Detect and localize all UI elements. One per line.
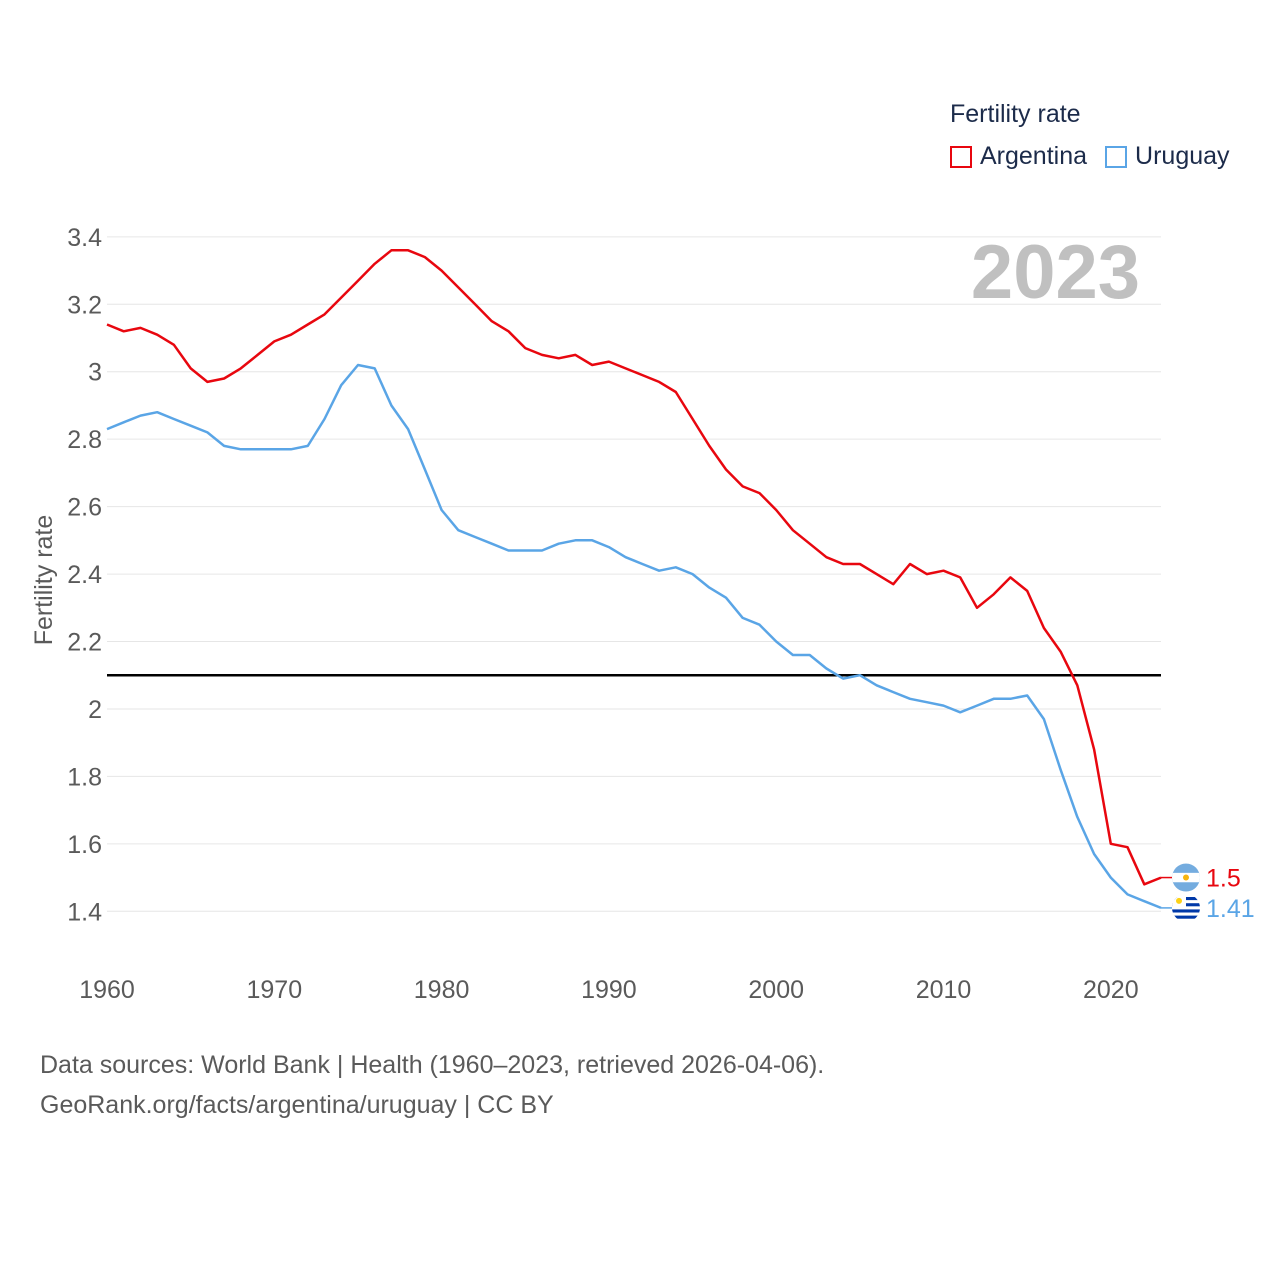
source-line-1: Data sources: World Bank | Health (1960–… xyxy=(40,1051,825,1079)
y-tick-label: 1.8 xyxy=(67,763,102,791)
x-tick-label: 2000 xyxy=(748,976,804,1004)
uruguay-flag-icon xyxy=(1172,893,1200,922)
x-tick-label: 1960 xyxy=(79,976,135,1004)
y-tick-label: 2.6 xyxy=(67,494,102,522)
y-tick-label: 1.4 xyxy=(67,898,102,926)
y-tick-label: 2 xyxy=(88,696,102,724)
legend-title: Fertility rate xyxy=(950,100,1081,128)
series-line-uruguay[interactable] xyxy=(106,363,1162,910)
gridlines xyxy=(107,236,1161,912)
end-label-uruguay: 1.41 xyxy=(1206,895,1255,923)
legend-item-argentina[interactable]: Argentina xyxy=(950,142,1087,171)
x-tick-label: 1980 xyxy=(414,976,470,1004)
x-tick-label: 1970 xyxy=(246,976,302,1004)
legend-label-uruguay: Uruguay xyxy=(1135,142,1230,170)
series-line-argentina[interactable] xyxy=(106,249,1162,886)
y-tick-label: 2.2 xyxy=(67,629,102,657)
end-markers: 1.51.41 xyxy=(1161,863,1255,923)
legend-swatch-argentina xyxy=(950,145,972,168)
y-tick-label: 3.4 xyxy=(67,224,102,252)
source-line-2: GeoRank.org/facts/argentina/uruguay | CC… xyxy=(40,1091,554,1119)
year-watermark: 2023 xyxy=(971,230,1140,315)
x-axis-ticks: 1960 1970 1980 1990 2000 2010 2020 xyxy=(79,976,1138,1004)
y-axis-label: Fertility rate xyxy=(30,515,58,646)
y-tick-label: 1.6 xyxy=(67,831,102,859)
x-tick-label: 1990 xyxy=(581,976,637,1004)
y-axis-ticks: 1.4 1.6 1.8 2 2.2 2.4 2.6 2.8 3 3.2 3.4 xyxy=(67,224,102,926)
y-tick-label: 3 xyxy=(88,359,102,387)
argentina-flag-icon xyxy=(1172,863,1200,892)
x-tick-label: 2020 xyxy=(1083,976,1139,1004)
end-label-argentina: 1.5 xyxy=(1206,865,1241,893)
y-tick-label: 2.8 xyxy=(67,426,102,454)
legend-label-argentina: Argentina xyxy=(980,142,1088,170)
legend-item-uruguay[interactable]: Uruguay xyxy=(1105,142,1230,171)
legend: Argentina Uruguay xyxy=(950,142,1248,171)
y-tick-label: 2.4 xyxy=(67,561,102,589)
y-tick-label: 3.2 xyxy=(67,291,102,319)
series-lines xyxy=(106,249,1162,910)
x-tick-label: 2010 xyxy=(916,976,972,1004)
legend-swatch-uruguay xyxy=(1105,145,1128,168)
source-note: Data sources: World Bank | Health (1960–… xyxy=(40,1045,824,1125)
